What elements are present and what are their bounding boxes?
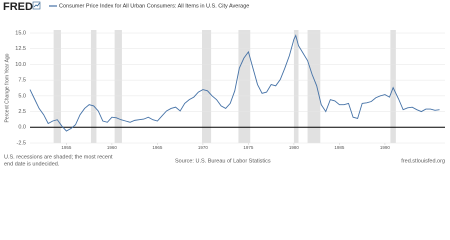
y-tick-label: -2.5 — [17, 140, 26, 146]
x-tick-label: 1955 — [61, 145, 72, 150]
site: fred.stlouisfed.org — [401, 158, 445, 164]
recession-band — [90, 30, 97, 143]
note: end date is undecided. — [4, 161, 60, 167]
background — [0, 0, 450, 173]
note: U.S. recessions are shaded; the most rec… — [4, 154, 113, 160]
logo-icon — [32, 1, 41, 10]
recession-band — [293, 30, 299, 143]
y-tick-label: 5.0 — [18, 93, 26, 99]
recession-band — [114, 30, 122, 143]
x-tick-label: 1980 — [289, 145, 300, 150]
y-tick-label: 0.0 — [18, 125, 26, 131]
x-tick-label: 1965 — [152, 145, 163, 150]
logo: FRED — [3, 1, 33, 13]
y-tick-label: 7.5 — [18, 78, 26, 84]
source: Source: U.S. Bureau of Labor Statistics — [175, 158, 271, 164]
recession-band — [53, 30, 61, 143]
y-tick-label: 15.0 — [15, 30, 26, 36]
recession-band — [390, 30, 396, 143]
y-tick-label: 12.5 — [15, 46, 26, 52]
data-line — [29, 34, 440, 132]
chart: FRED Consumer Price Index for All Urban … — [0, 0, 450, 173]
y-tick-label: 10.0 — [15, 62, 26, 68]
y-tick-label: 2.5 — [18, 109, 26, 115]
x-tick-label: 1985 — [334, 145, 345, 150]
x-tick-label: 1975 — [243, 145, 254, 150]
recession-band — [238, 30, 251, 143]
recession-band — [307, 30, 321, 143]
y-axis-label: Percent Change from Year Ago — [4, 53, 10, 122]
legend-label: Consumer Price Index for All Urban Consu… — [59, 3, 249, 9]
x-tick-label: 1960 — [107, 145, 118, 150]
x-tick-label: 1970 — [198, 145, 209, 150]
x-tick-label: 1990 — [380, 145, 391, 150]
recession-band — [202, 30, 212, 143]
